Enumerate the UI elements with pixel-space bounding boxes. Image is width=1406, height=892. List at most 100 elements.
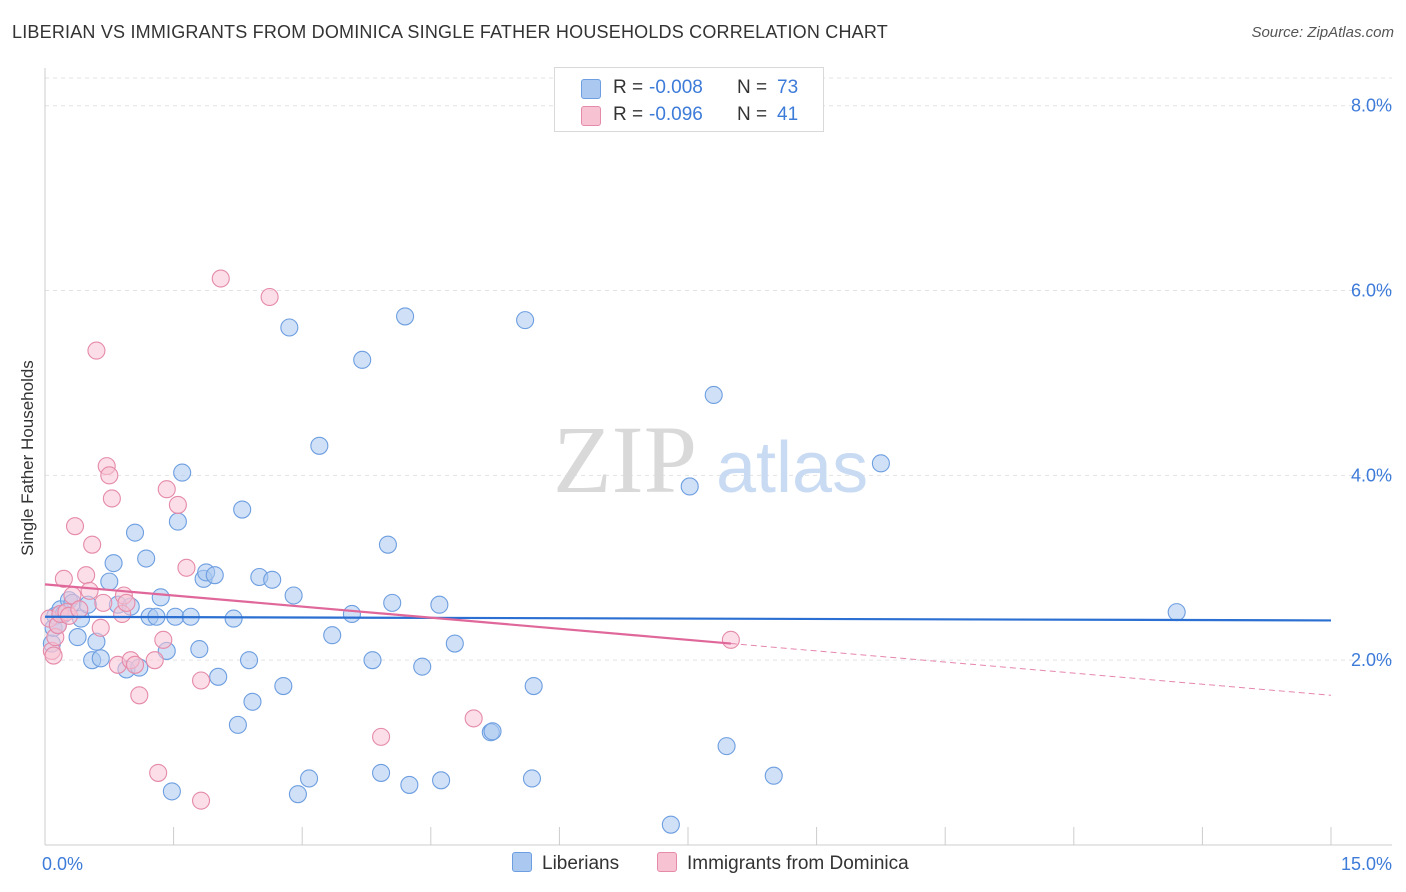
liberians-point (717, 737, 736, 756)
liberians-point (173, 463, 192, 482)
liberians-point (280, 318, 299, 337)
legend-n-value: 73 (777, 77, 799, 98)
liberians-point (151, 588, 170, 607)
dominica-point (70, 600, 89, 619)
axes (44, 68, 1392, 846)
legend-swatch-dominica (581, 106, 601, 126)
liberians-point (233, 500, 252, 519)
legend-swatch-liberians (581, 79, 601, 99)
liberians-point (239, 651, 259, 670)
liberians-point (372, 763, 391, 782)
dominica-point (260, 287, 279, 307)
y-tick-label: 2.0% (1351, 650, 1392, 670)
liberians-point (288, 785, 307, 804)
dominica-point (145, 651, 164, 670)
legend-r-value: -0.096 (649, 104, 703, 125)
y-tick-label: 8.0% (1351, 96, 1392, 116)
liberians-point (445, 634, 464, 653)
dominica-point (80, 581, 99, 600)
dominica-point (130, 686, 149, 705)
dominica-point (191, 671, 211, 690)
liberians-point (162, 782, 181, 801)
dominica-point (65, 517, 85, 536)
liberians-point (263, 570, 282, 589)
legend-n-label: N = (737, 104, 768, 125)
dominica-point (154, 630, 173, 649)
liberians-point (137, 549, 156, 568)
dominica-point (168, 495, 187, 514)
bottom-legend-liberians[interactable]: Liberians (512, 852, 619, 875)
liberians-point (432, 771, 451, 790)
dominica-point (91, 618, 110, 637)
liberians-point (661, 815, 680, 834)
liberians-point (228, 715, 247, 734)
liberians-point (168, 512, 187, 531)
liberians-point (190, 640, 209, 659)
liberians-point (104, 554, 123, 573)
liberians-point (704, 385, 723, 405)
legend-n-label: N = (737, 77, 768, 98)
liberians-point (100, 572, 119, 591)
chart-title: LIBERIAN VS IMMIGRANTS FROM DOMINICA SIN… (12, 22, 888, 42)
gridlines (45, 77, 1392, 661)
liberians-point (353, 350, 372, 369)
tick-labels: 2.0% 4.0% 6.0% 8.0% 0.0% 15.0% (42, 96, 1392, 874)
liberians-point (483, 722, 502, 741)
legend-label-liberians: Liberians (542, 853, 620, 874)
dominica-point (464, 709, 483, 728)
dominica-point (211, 269, 230, 288)
correlation-legend: R = -0.008 N = 73 R = -0.096 N = 41 (554, 67, 824, 132)
watermark: ZIP atlas (553, 406, 868, 513)
liberians-point (125, 523, 145, 542)
legend-label-dominica: Immigrants from Dominica (687, 853, 909, 874)
liberians-point (205, 566, 224, 585)
liberians-point (413, 657, 432, 676)
dominica-trend-line (44, 583, 731, 645)
bottom-legend-dominica[interactable]: Immigrants from Dominica (657, 852, 909, 875)
liberians-point (342, 604, 361, 624)
liberians-point (363, 651, 382, 670)
dominica-point (721, 630, 740, 649)
legend-row-liberians: R = -0.008 N = 73 (555, 75, 823, 101)
dominica-point (149, 763, 168, 782)
liberians-point (516, 311, 535, 330)
y-tick-label: 4.0% (1351, 465, 1392, 485)
dominica-point (177, 558, 196, 577)
legend-swatch-liberians (512, 852, 532, 872)
trend-lines (44, 583, 1332, 696)
liberians-point (224, 609, 243, 628)
dominica-point (77, 566, 96, 585)
dominica-point (125, 655, 145, 674)
liberians-point (209, 667, 228, 686)
liberians-point (91, 649, 110, 668)
liberians-point (764, 766, 783, 785)
legend-row-dominica: R = -0.096 N = 41 (555, 102, 823, 128)
dominica-point (54, 569, 73, 588)
source-label: Source: ZipAtlas.com (1251, 24, 1394, 41)
x-tick-label: 0.0% (42, 854, 83, 874)
dominica-point (44, 646, 63, 665)
x-tick-label: 15.0% (1341, 854, 1392, 874)
dominica-point (100, 466, 119, 485)
liberians-point (383, 593, 402, 612)
liberians-trend-line (44, 615, 1332, 622)
liberians-point (430, 595, 449, 614)
dominica-point (87, 341, 106, 360)
liberians-point (524, 677, 543, 696)
liberians-point (284, 586, 303, 605)
dominica-trend-extension (730, 643, 1332, 696)
legend-n-value: 41 (777, 104, 799, 125)
liberians-point (680, 477, 699, 496)
dominica-point (94, 593, 113, 612)
legend-r-label: R = (613, 77, 644, 98)
dominica-point (191, 791, 211, 810)
liberians-point (243, 692, 262, 711)
liberians-point (1167, 603, 1186, 622)
liberians-point (310, 436, 329, 455)
liberians-point (274, 677, 293, 696)
dominica-point (372, 727, 391, 746)
dominica-point (157, 480, 176, 499)
y-tick-label: 6.0% (1351, 281, 1392, 301)
liberians-point (522, 769, 542, 788)
